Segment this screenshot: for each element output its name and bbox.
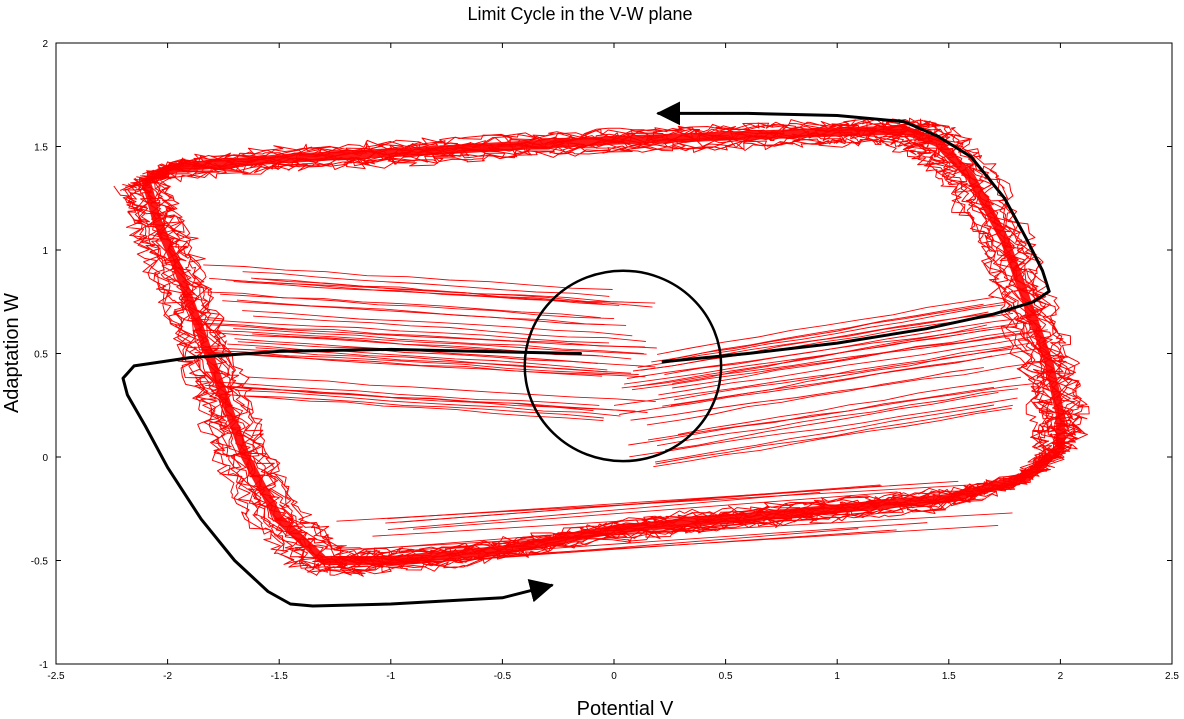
transient-trajectory xyxy=(222,300,627,326)
transient-trajectory xyxy=(193,323,657,349)
transient-trajectory xyxy=(658,335,1035,396)
transient-trajectory xyxy=(387,491,821,531)
y-tick-label: 1.5 xyxy=(34,143,48,154)
x-tick-label: 1 xyxy=(834,671,840,682)
transient-trajectory xyxy=(621,329,1048,389)
transient-trajectory xyxy=(657,388,1019,447)
transient-trajectory xyxy=(237,341,656,368)
y-tick-label: 0.5 xyxy=(34,350,48,361)
transient-trajectory xyxy=(673,342,1035,401)
data-layer xyxy=(113,101,1090,608)
y-tick-label: -0.5 xyxy=(31,557,49,568)
transient-trajectory xyxy=(653,407,1012,468)
transient-trajectory xyxy=(387,480,959,520)
x-tick-label: -1.5 xyxy=(271,671,289,682)
limit-cycle-arrow xyxy=(121,347,582,608)
transient-trajectory xyxy=(651,303,984,363)
y-tick-label: 0 xyxy=(42,453,48,464)
transient-trajectory xyxy=(666,304,1004,363)
limit-cycle-arrow xyxy=(656,101,1051,364)
transient-trajectory xyxy=(412,491,898,530)
transient-trajectory xyxy=(203,264,613,290)
limit-cycle-band xyxy=(140,125,1065,565)
x-tick-label: 1.5 xyxy=(942,671,956,682)
transient-trajectory xyxy=(677,376,1021,435)
transient-trajectory xyxy=(360,516,837,555)
fixed-point-circle xyxy=(523,269,723,463)
transient-trajectory xyxy=(670,301,1006,360)
transient-trajectory xyxy=(246,376,656,403)
transient-trajectory xyxy=(354,529,897,568)
x-tick-label: -2 xyxy=(163,671,172,682)
x-tick-label: 0.5 xyxy=(719,671,733,682)
transient-trajectory xyxy=(339,512,1013,551)
transient-trajectory xyxy=(640,311,989,371)
y-tick-label: -1 xyxy=(39,660,48,671)
transient-trajectory xyxy=(198,322,645,348)
transient-trajectory xyxy=(665,391,999,451)
transient-trajectory xyxy=(202,291,601,319)
transient-trajectory xyxy=(363,512,840,551)
x-tick-label: 2 xyxy=(1058,671,1064,682)
transient-trajectory xyxy=(626,319,1040,379)
transient-trajectory xyxy=(190,318,610,344)
x-axis-title: Potential V xyxy=(577,698,674,719)
transient-trajectory xyxy=(235,389,621,417)
transient-trajectory xyxy=(253,315,646,342)
transient-trajectory xyxy=(654,404,995,463)
y-tick-label: 2 xyxy=(42,39,48,50)
transient-trajectory xyxy=(256,278,603,305)
y-axis-title: Adaptation W xyxy=(1,293,23,413)
transient-trajectory xyxy=(205,384,594,412)
transient-trajectory xyxy=(233,328,644,355)
transient-trajectory xyxy=(670,347,1012,407)
noisy-trajectory xyxy=(154,117,1086,557)
noisy-trajectory xyxy=(153,119,1084,558)
transient-trajectory xyxy=(194,352,646,378)
transient-trajectory xyxy=(227,343,608,371)
transient-trajectory xyxy=(242,271,610,297)
chart-title: Limit Cycle in the V-W plane xyxy=(467,4,692,24)
transient-trajectory xyxy=(236,299,605,325)
transient-trajectory xyxy=(672,330,1022,389)
transient-trajectory xyxy=(646,367,984,426)
transient-trajectory xyxy=(384,522,928,561)
transient-trajectory xyxy=(633,328,991,388)
axis-ticks: -2.5 -2 -1.5 -1 -0.5 0 0.5 1 1.5 2 2.5 -1 -0.5 0 0.5 1 1… xyxy=(31,39,1180,682)
x-tick-label: 0 xyxy=(611,671,617,682)
transient-trajectory xyxy=(201,349,639,375)
transient-trajectory xyxy=(655,404,1013,465)
transient-trajectory xyxy=(223,386,636,412)
transient-trajectory xyxy=(630,360,1047,421)
transient-trajectory xyxy=(619,355,993,415)
transient-trajectory xyxy=(613,347,1022,406)
transient-trajectory xyxy=(233,281,653,308)
y-tick-label: 1 xyxy=(42,246,48,257)
transient-trajectory xyxy=(624,325,1018,385)
transient-trajectory xyxy=(372,498,986,537)
transient-trajectory xyxy=(199,329,647,355)
transient-trajectory xyxy=(236,395,604,422)
x-tick-label: 2.5 xyxy=(1165,671,1179,682)
transient-trajectory xyxy=(657,296,995,355)
transient-trajectory xyxy=(629,397,1018,458)
noisy-trajectory xyxy=(157,118,1090,554)
x-tick-label: -2.5 xyxy=(47,671,65,682)
x-tick-label: -1 xyxy=(386,671,395,682)
transient-trajectory xyxy=(193,346,608,373)
x-tick-label: -0.5 xyxy=(494,671,512,682)
transient-trajectory xyxy=(242,310,633,337)
